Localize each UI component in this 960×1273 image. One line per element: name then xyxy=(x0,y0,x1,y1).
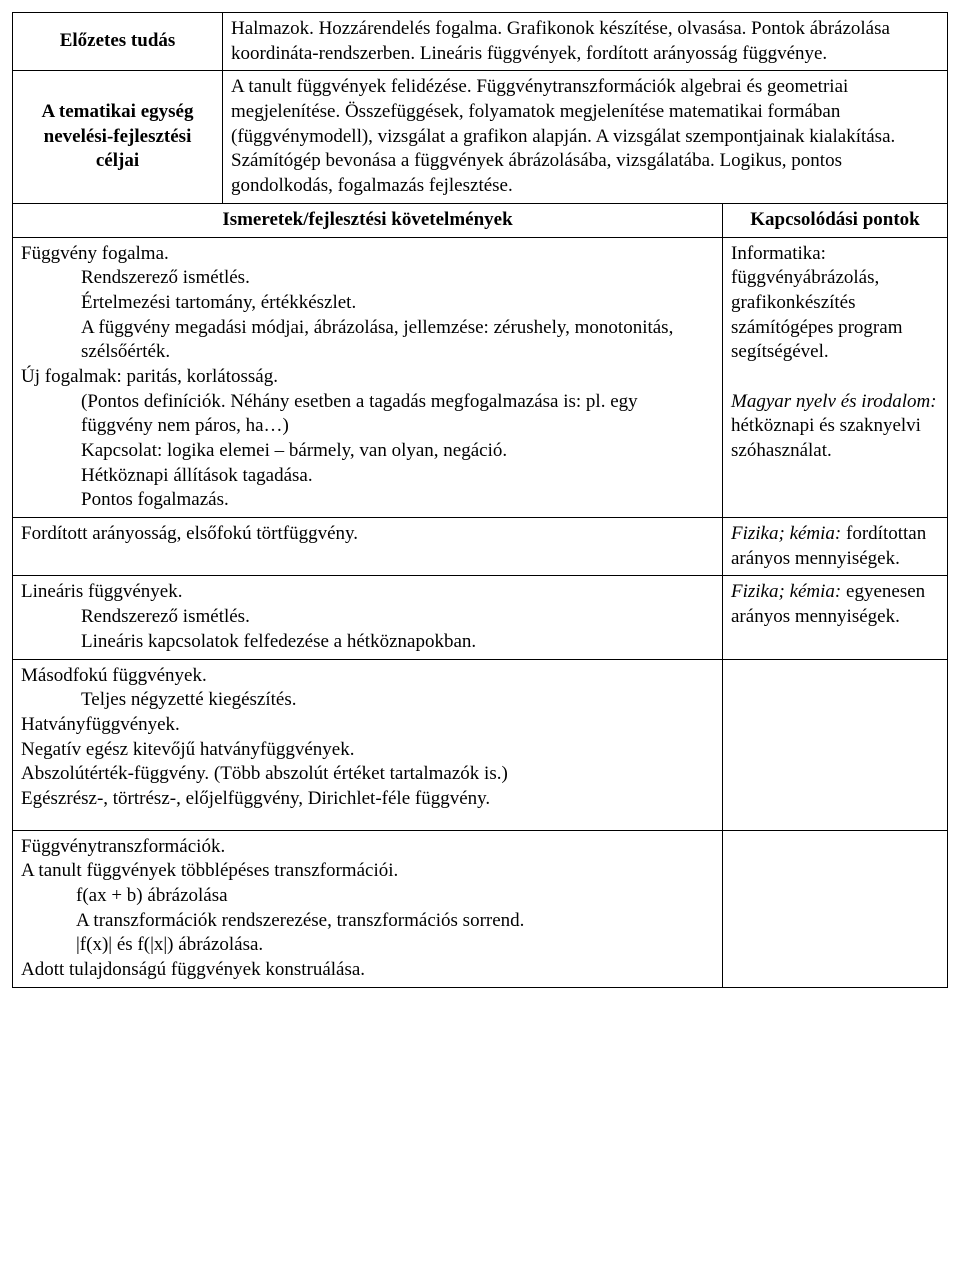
b5-i2: A transzformációk rendszerezése, transzf… xyxy=(21,909,714,934)
b4-l4: Abszolútérték-függvény. (Több abszolút é… xyxy=(21,763,508,784)
b1-i2: Értelmezési tartomány, értékkészlet. xyxy=(21,291,714,316)
block4-right xyxy=(723,659,948,830)
b3-i2: Lineáris kapcsolatok felfedezése a hétkö… xyxy=(21,630,714,655)
b3-l1: Lineáris függvények. xyxy=(21,581,182,602)
b4-l2: Hatványfüggvények. xyxy=(21,714,180,735)
b3-right-i: Fizika; kémia: xyxy=(731,581,841,602)
b4-l3: Negatív egész kitevőjű hatványfüggvények… xyxy=(21,739,354,760)
curriculum-table: Előzetes tudás Halmazok. Hozzárendelés f… xyxy=(12,12,948,988)
b5-l1: Függvénytranszformációk. xyxy=(21,836,225,857)
text-goals: A tanult függvények felidézése. Függvény… xyxy=(223,71,948,203)
b1-i1: Rendszerező ismétlés. xyxy=(21,266,714,291)
b4-l1: Másodfokú függvények. xyxy=(21,665,207,686)
b5-l2: A tanult függvények többlépéses transzfo… xyxy=(21,860,398,881)
block3-right: Fizika; kémia: egyenesen arányos mennyis… xyxy=(723,576,948,659)
block5-left: Függvénytranszformációk. A tanult függvé… xyxy=(13,830,723,987)
block5-right xyxy=(723,830,948,987)
b4-l5: Egészrész-, törtrész-, előjelfüggvény, D… xyxy=(21,788,490,809)
block1-left: Függvény fogalma. Rendszerező ismétlés. … xyxy=(13,237,723,518)
row-block3: Lineáris függvények. Rendszerező ismétlé… xyxy=(13,576,948,659)
text-prior-knowledge: Halmazok. Hozzárendelés fogalma. Grafiko… xyxy=(223,13,948,71)
b1-i3: A függvény megadási módjai, ábrázolása, … xyxy=(21,316,714,365)
header-right: Kapcsolódási pontok xyxy=(723,203,948,237)
b4-i1: Teljes négyzetté kiegészítés. xyxy=(21,688,714,713)
row-block1: Függvény fogalma. Rendszerező ismétlés. … xyxy=(13,237,948,518)
b3-i1: Rendszerező ismétlés. xyxy=(21,605,714,630)
b1-right2a: Magyar nyelv és irodalom: xyxy=(731,391,937,412)
b1-i4: (Pontos definíciók. Néhány esetben a tag… xyxy=(21,390,714,439)
b5-l3: Adott tulajdonságú függvények konstruálá… xyxy=(21,959,365,980)
b5-i1: f(ax + b) ábrázolása xyxy=(21,884,714,909)
block4-left: Másodfokú függvények. Teljes négyzetté k… xyxy=(13,659,723,830)
header-left: Ismeretek/fejlesztési követelmények xyxy=(13,203,723,237)
b2-right-i: Fizika; kémia: xyxy=(731,523,841,544)
b1-right2b: hétköznapi és szaknyelvi szóhasználat. xyxy=(731,415,921,461)
row-block4: Másodfokú függvények. Teljes négyzetté k… xyxy=(13,659,948,830)
b5-i3: |f(x)| és f(|x|) ábrázolása. xyxy=(21,933,714,958)
row-prior-knowledge: Előzetes tudás Halmazok. Hozzárendelés f… xyxy=(13,13,948,71)
row-goals: A tematikai egység nevelési-fejlesztési … xyxy=(13,71,948,203)
row-block2: Fordított arányosság, elsőfokú törtfüggv… xyxy=(13,518,948,576)
b1-l2: Új fogalmak: paritás, korlátosság. xyxy=(21,366,278,387)
b1-i6: Hétköznapi állítások tagadása. xyxy=(21,464,714,489)
label-goals: A tematikai egység nevelési-fejlesztési … xyxy=(13,71,223,203)
block3-left: Lineáris függvények. Rendszerező ismétlé… xyxy=(13,576,723,659)
row-header: Ismeretek/fejlesztési követelmények Kapc… xyxy=(13,203,948,237)
b2-l1: Fordított arányosság, elsőfokú törtfüggv… xyxy=(21,523,358,544)
row-block5: Függvénytranszformációk. A tanult függvé… xyxy=(13,830,948,987)
b1-i5: Kapcsolat: logika elemei – bármely, van … xyxy=(21,439,714,464)
label-prior-knowledge: Előzetes tudás xyxy=(13,13,223,71)
block2-left: Fordított arányosság, elsőfokú törtfüggv… xyxy=(13,518,723,576)
block1-right: Informatika: függvényábrázolás, grafikon… xyxy=(723,237,948,518)
b1-right1: Informatika: függvényábrázolás, grafikon… xyxy=(731,243,902,363)
block2-right: Fizika; kémia: fordítottan arányos menny… xyxy=(723,518,948,576)
b1-i7: Pontos fogalmazás. xyxy=(21,488,714,513)
b1-l1: Függvény fogalma. xyxy=(21,243,169,264)
